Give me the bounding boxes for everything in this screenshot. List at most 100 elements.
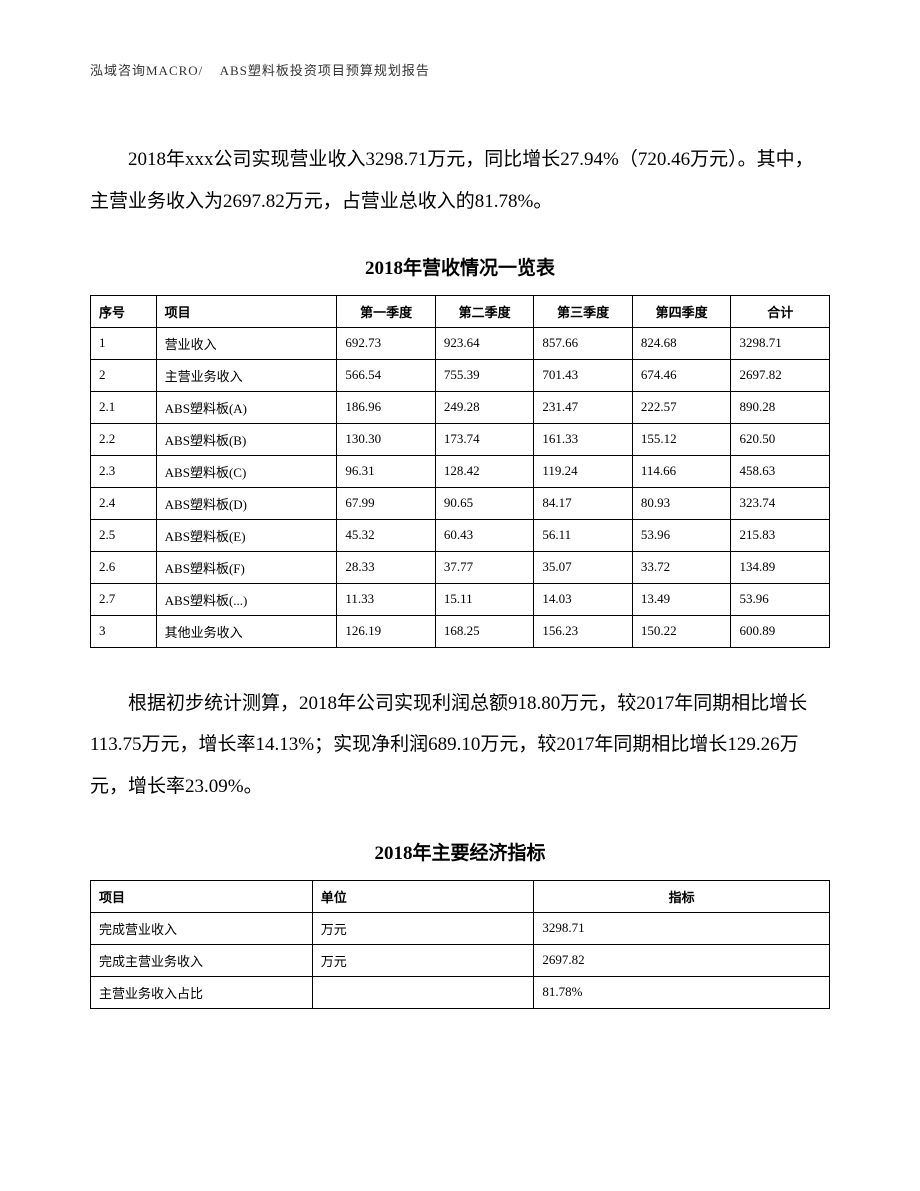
cell: 33.72 bbox=[632, 551, 731, 583]
table-row: 完成营业收入万元3298.71 bbox=[91, 912, 830, 944]
cell: 119.24 bbox=[534, 455, 633, 487]
table2-title: 2018年主要经济指标 bbox=[90, 838, 830, 865]
table1-header-q1: 第一季度 bbox=[337, 295, 436, 327]
cell: 53.96 bbox=[632, 519, 731, 551]
cell: 81.78% bbox=[534, 976, 830, 1008]
cell: 2 bbox=[91, 359, 157, 391]
cell: 755.39 bbox=[435, 359, 534, 391]
table-row: 2.6ABS塑料板(F)28.3337.7735.0733.72134.89 bbox=[91, 551, 830, 583]
cell: 营业收入 bbox=[156, 327, 337, 359]
cell: 35.07 bbox=[534, 551, 633, 583]
table-row: 主营业务收入占比 81.78% bbox=[91, 976, 830, 1008]
cell: 3298.71 bbox=[731, 327, 830, 359]
cell: 2697.82 bbox=[731, 359, 830, 391]
cell: 890.28 bbox=[731, 391, 830, 423]
cell: 3 bbox=[91, 615, 157, 647]
cell: 67.99 bbox=[337, 487, 436, 519]
cell: 完成主营业务收入 bbox=[91, 944, 313, 976]
table-row: 2主营业务收入566.54755.39701.43674.462697.82 bbox=[91, 359, 830, 391]
cell: 53.96 bbox=[731, 583, 830, 615]
cell: ABS塑料板(C) bbox=[156, 455, 337, 487]
table1-title: 2018年营收情况一览表 bbox=[90, 253, 830, 280]
cell: 28.33 bbox=[337, 551, 436, 583]
cell: 2.2 bbox=[91, 423, 157, 455]
cell: 84.17 bbox=[534, 487, 633, 519]
cell bbox=[312, 976, 534, 1008]
cell: 13.49 bbox=[632, 583, 731, 615]
cell: 56.11 bbox=[534, 519, 633, 551]
header-company: 泓域咨询MACRO/ bbox=[90, 63, 203, 78]
table1-header-item: 项目 bbox=[156, 295, 337, 327]
cell: 186.96 bbox=[337, 391, 436, 423]
table1-header-q3: 第三季度 bbox=[534, 295, 633, 327]
cell: 923.64 bbox=[435, 327, 534, 359]
cell: 323.74 bbox=[731, 487, 830, 519]
cell: 566.54 bbox=[337, 359, 436, 391]
cell: 主营业务收入占比 bbox=[91, 976, 313, 1008]
cell: 134.89 bbox=[731, 551, 830, 583]
cell: 15.11 bbox=[435, 583, 534, 615]
cell: 155.12 bbox=[632, 423, 731, 455]
table-row: 1营业收入692.73923.64857.66824.683298.71 bbox=[91, 327, 830, 359]
cell: 完成营业收入 bbox=[91, 912, 313, 944]
cell: 11.33 bbox=[337, 583, 436, 615]
table-row: 3其他业务收入126.19168.25156.23150.22600.89 bbox=[91, 615, 830, 647]
cell: 2.4 bbox=[91, 487, 157, 519]
cell: 701.43 bbox=[534, 359, 633, 391]
cell: 其他业务收入 bbox=[156, 615, 337, 647]
cell: 458.63 bbox=[731, 455, 830, 487]
table1-header-q2: 第二季度 bbox=[435, 295, 534, 327]
cell: 128.42 bbox=[435, 455, 534, 487]
table-row: 2.5ABS塑料板(E)45.3260.4356.1153.96215.83 bbox=[91, 519, 830, 551]
table1-body: 1营业收入692.73923.64857.66824.683298.71 2主营… bbox=[91, 327, 830, 647]
cell: 126.19 bbox=[337, 615, 436, 647]
cell: 45.32 bbox=[337, 519, 436, 551]
table1-header-row: 序号 项目 第一季度 第二季度 第三季度 第四季度 合计 bbox=[91, 295, 830, 327]
cell: 857.66 bbox=[534, 327, 633, 359]
table1-header-q4: 第四季度 bbox=[632, 295, 731, 327]
cell: ABS塑料板(...) bbox=[156, 583, 337, 615]
cell: 2.3 bbox=[91, 455, 157, 487]
cell: 80.93 bbox=[632, 487, 731, 519]
cell: 161.33 bbox=[534, 423, 633, 455]
cell: 37.77 bbox=[435, 551, 534, 583]
table-row: 2.3ABS塑料板(C)96.31128.42119.24114.66458.6… bbox=[91, 455, 830, 487]
cell: 14.03 bbox=[534, 583, 633, 615]
table1-header-seq: 序号 bbox=[91, 295, 157, 327]
cell: 692.73 bbox=[337, 327, 436, 359]
economic-indicators-table: 项目 单位 指标 完成营业收入万元3298.71 完成主营业务收入万元2697.… bbox=[90, 880, 830, 1009]
cell: 3298.71 bbox=[534, 912, 830, 944]
cell: ABS塑料板(E) bbox=[156, 519, 337, 551]
cell: 万元 bbox=[312, 912, 534, 944]
cell: 620.50 bbox=[731, 423, 830, 455]
cell: 156.23 bbox=[534, 615, 633, 647]
table-row: 完成主营业务收入万元2697.82 bbox=[91, 944, 830, 976]
cell: 114.66 bbox=[632, 455, 731, 487]
cell: 222.57 bbox=[632, 391, 731, 423]
table-row: 2.1ABS塑料板(A)186.96249.28231.47222.57890.… bbox=[91, 391, 830, 423]
cell: 60.43 bbox=[435, 519, 534, 551]
table2-header-item: 项目 bbox=[91, 880, 313, 912]
cell: 96.31 bbox=[337, 455, 436, 487]
cell: 万元 bbox=[312, 944, 534, 976]
cell: 2697.82 bbox=[534, 944, 830, 976]
cell: 215.83 bbox=[731, 519, 830, 551]
table2-header-val: 指标 bbox=[534, 880, 830, 912]
cell: 2.7 bbox=[91, 583, 157, 615]
cell: 2.6 bbox=[91, 551, 157, 583]
cell: 150.22 bbox=[632, 615, 731, 647]
cell: 主营业务收入 bbox=[156, 359, 337, 391]
table2-header-unit: 单位 bbox=[312, 880, 534, 912]
cell: 249.28 bbox=[435, 391, 534, 423]
cell: 1 bbox=[91, 327, 157, 359]
table2-body: 完成营业收入万元3298.71 完成主营业务收入万元2697.82 主营业务收入… bbox=[91, 912, 830, 1008]
cell: 173.74 bbox=[435, 423, 534, 455]
cell: ABS塑料板(B) bbox=[156, 423, 337, 455]
cell: 824.68 bbox=[632, 327, 731, 359]
cell: 90.65 bbox=[435, 487, 534, 519]
cell: 600.89 bbox=[731, 615, 830, 647]
cell: ABS塑料板(D) bbox=[156, 487, 337, 519]
paragraph-1: 2018年xxx公司实现营业收入3298.71万元，同比增长27.94%（720… bbox=[90, 139, 830, 223]
table-row: 2.7ABS塑料板(...)11.3315.1114.0313.4953.96 bbox=[91, 583, 830, 615]
cell: ABS塑料板(F) bbox=[156, 551, 337, 583]
